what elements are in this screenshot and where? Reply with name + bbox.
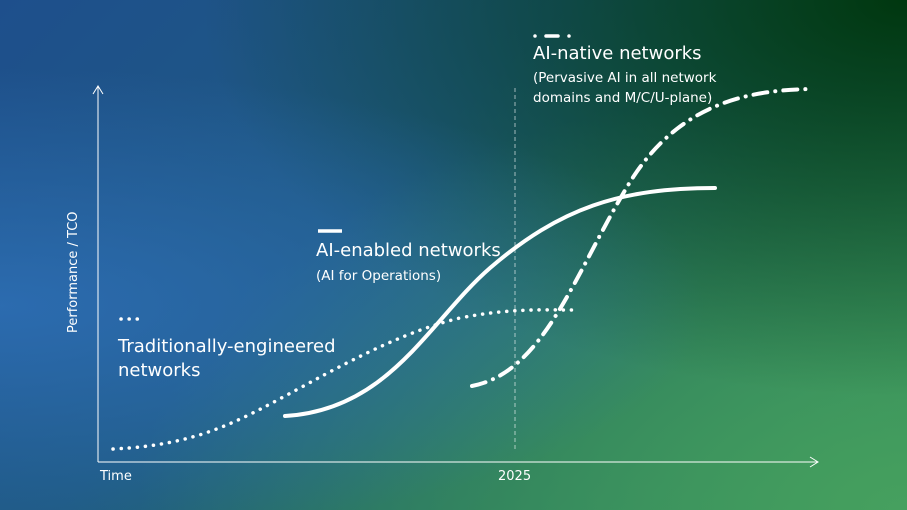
traditional-title: Traditionally-engineered [118,336,336,357]
ai-enabled-subtitle: (AI for Operations) [316,268,442,284]
ai-native-subtitle-line2: domains and M/C/U-plane) [533,90,713,106]
ai-native-subtitle-line1: (Pervasive AI in all network [533,70,717,86]
x-axis-label: Time [100,469,132,484]
traditional-label: Traditionally-engineered networks [118,335,336,383]
year-marker-label: 2025 [498,469,532,484]
traditional-title-line2: networks [118,360,201,381]
traditional-curve [111,308,574,451]
y-axis-label: Performance / TCO [66,211,81,333]
ai-native-curve [470,87,814,388]
ai-native-title: AI-native networks [533,43,702,64]
ai-enabled-title: AI-enabled networks [316,240,501,261]
ai-enabled-curve [283,186,717,418]
y-axis-arrow-icon [92,85,104,95]
x-axis-arrow-icon [809,456,819,468]
ai-native-subtitle: (Pervasive AI in all network domains and… [533,68,716,108]
